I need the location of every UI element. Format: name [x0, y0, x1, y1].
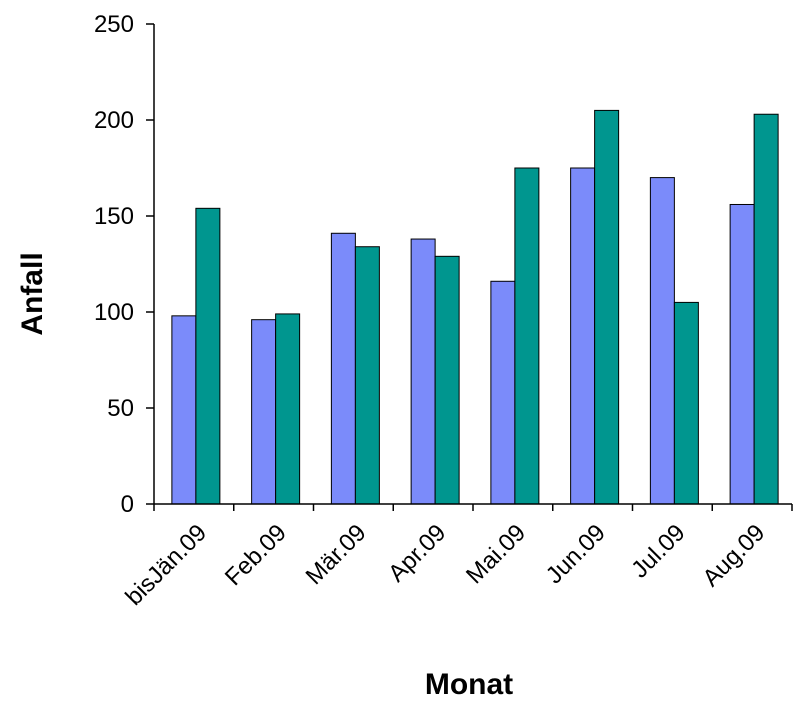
y-ticks: 0 50 100 150 200 250 [94, 11, 154, 518]
bar-series-2-0 [195, 207, 221, 505]
bar-series-2-1 [275, 313, 301, 505]
x-tick-label: Feb.09 [220, 519, 292, 591]
x-ticks: bisJän.09 Feb.09 Mär.09 Apr.09 Mai.09 Jun.09 J… [120, 504, 793, 611]
bar-series-1-5 [570, 167, 596, 505]
x-tick-label: Jun.09 [541, 519, 611, 589]
x-tick-label: Jul.09 [626, 519, 690, 583]
y-tick-label: 150 [94, 203, 134, 230]
y-tick-label: 200 [94, 107, 134, 134]
x-tick-label: Mai.09 [461, 519, 531, 589]
bar-series-1-1 [251, 319, 277, 505]
bar-series-1-7 [729, 203, 755, 505]
bar-series-1-3 [410, 238, 436, 505]
x-tick-label: Mär.09 [301, 519, 372, 590]
bar-series-2-3 [434, 255, 460, 505]
x-tick-label: bisJän.09 [120, 519, 212, 611]
y-tick-label: 100 [94, 299, 134, 326]
y-tick-label: 250 [94, 11, 134, 38]
x-tick-label: Aug.09 [697, 519, 770, 592]
bar-series-1-2 [330, 232, 356, 505]
bar-series-1-0 [171, 315, 197, 505]
x-axis-title: Monat [425, 668, 513, 701]
bar-series-1-6 [649, 177, 675, 505]
x-tick-label: Apr.09 [383, 519, 451, 587]
bar-series-2-6 [673, 301, 699, 505]
bars-layer [171, 109, 779, 505]
y-axis-title: Anfall [16, 252, 49, 335]
bar-series-1-4 [490, 280, 516, 505]
bar-series-2-5 [594, 109, 620, 505]
y-tick-label: 50 [107, 395, 134, 422]
bar-series-2-4 [514, 167, 540, 505]
y-tick-label: 0 [121, 491, 134, 518]
bar-series-2-2 [354, 246, 380, 505]
bar-series-2-7 [753, 113, 779, 505]
